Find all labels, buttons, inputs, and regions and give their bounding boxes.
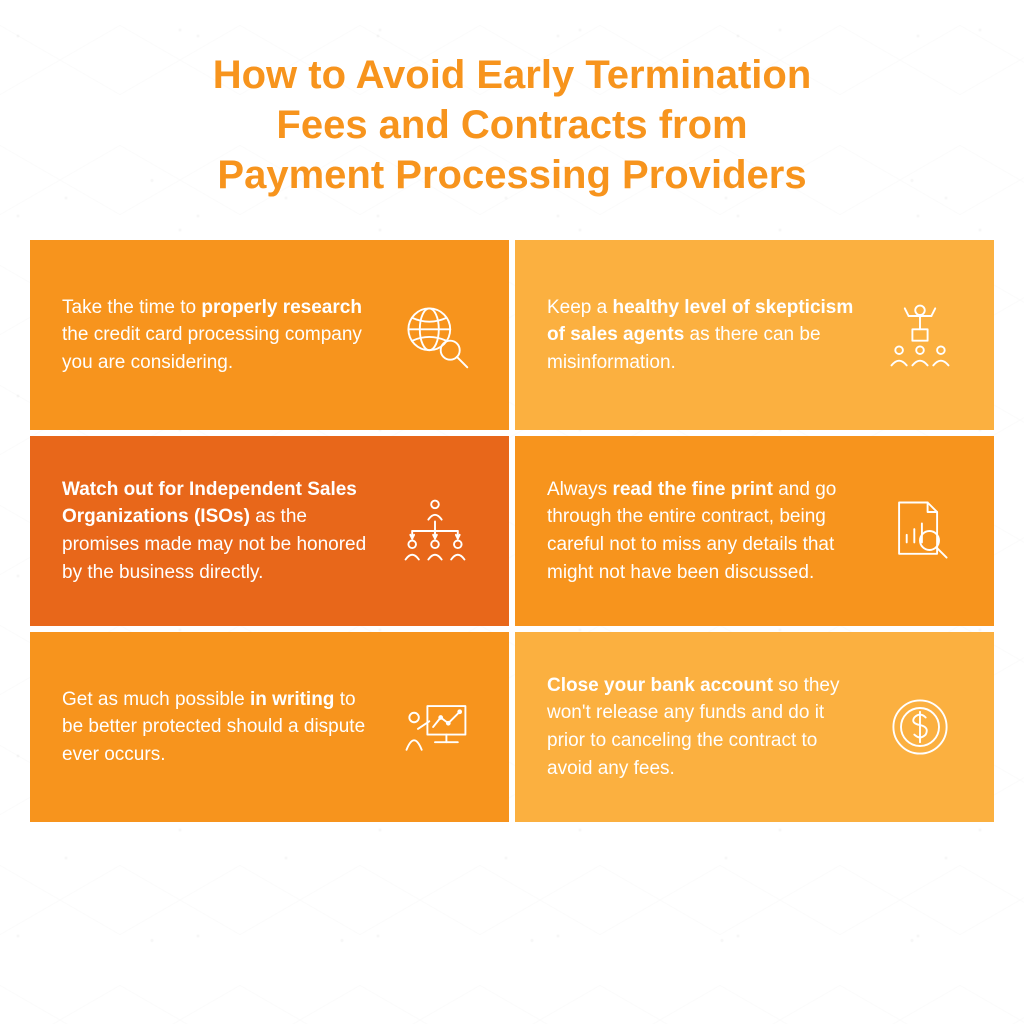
text-prefix: Take the time to [62, 297, 201, 318]
card-in-writing: Get as much possible in writing to be be… [30, 632, 509, 822]
card-text: Take the time to properly research the c… [62, 294, 393, 377]
text-bold: in writing [250, 689, 334, 710]
org-chart-icon [393, 489, 477, 573]
card-text: Always read the fine print and go throug… [547, 476, 878, 586]
text-suffix: the credit card processing company you a… [62, 324, 362, 373]
title-block: How to Avoid Early Termination Fees and … [0, 0, 1024, 240]
text-prefix: Always [547, 479, 612, 500]
card-fine-print: Always read the fine print and go throug… [515, 436, 994, 626]
text-bold: Watch out for Independent Sales Organiza… [62, 479, 357, 528]
text-bold: Close your bank account [547, 675, 773, 696]
card-text: Keep a healthy level of skepticism of sa… [547, 294, 878, 377]
globe-magnifier-icon [393, 293, 477, 377]
card-skepticism: Keep a healthy level of skepticism of sa… [515, 240, 994, 430]
person-presentation-icon [393, 685, 477, 769]
card-text: Watch out for Independent Sales Organiza… [62, 476, 393, 586]
leader-team-icon [878, 293, 962, 377]
doc-chart-magnifier-icon [878, 489, 962, 573]
card-text: Close your bank account so they won't re… [547, 672, 878, 782]
text-prefix: Get as much possible [62, 689, 250, 710]
card-iso-warning: Watch out for Independent Sales Organiza… [30, 436, 509, 626]
tips-grid: Take the time to properly research the c… [0, 240, 1024, 862]
title-line-2: Fees and Contracts from [276, 103, 747, 147]
text-prefix: Keep a [547, 297, 613, 318]
card-close-bank: Close your bank account so they won't re… [515, 632, 994, 822]
title-line-1: How to Avoid Early Termination [213, 53, 812, 97]
text-bold: read the fine print [612, 479, 772, 500]
dollar-coin-icon [878, 685, 962, 769]
page-title: How to Avoid Early Termination Fees and … [80, 50, 944, 200]
text-bold: properly research [201, 297, 362, 318]
card-text: Get as much possible in writing to be be… [62, 686, 393, 769]
card-research: Take the time to properly research the c… [30, 240, 509, 430]
title-line-3: Payment Processing Providers [217, 153, 806, 197]
